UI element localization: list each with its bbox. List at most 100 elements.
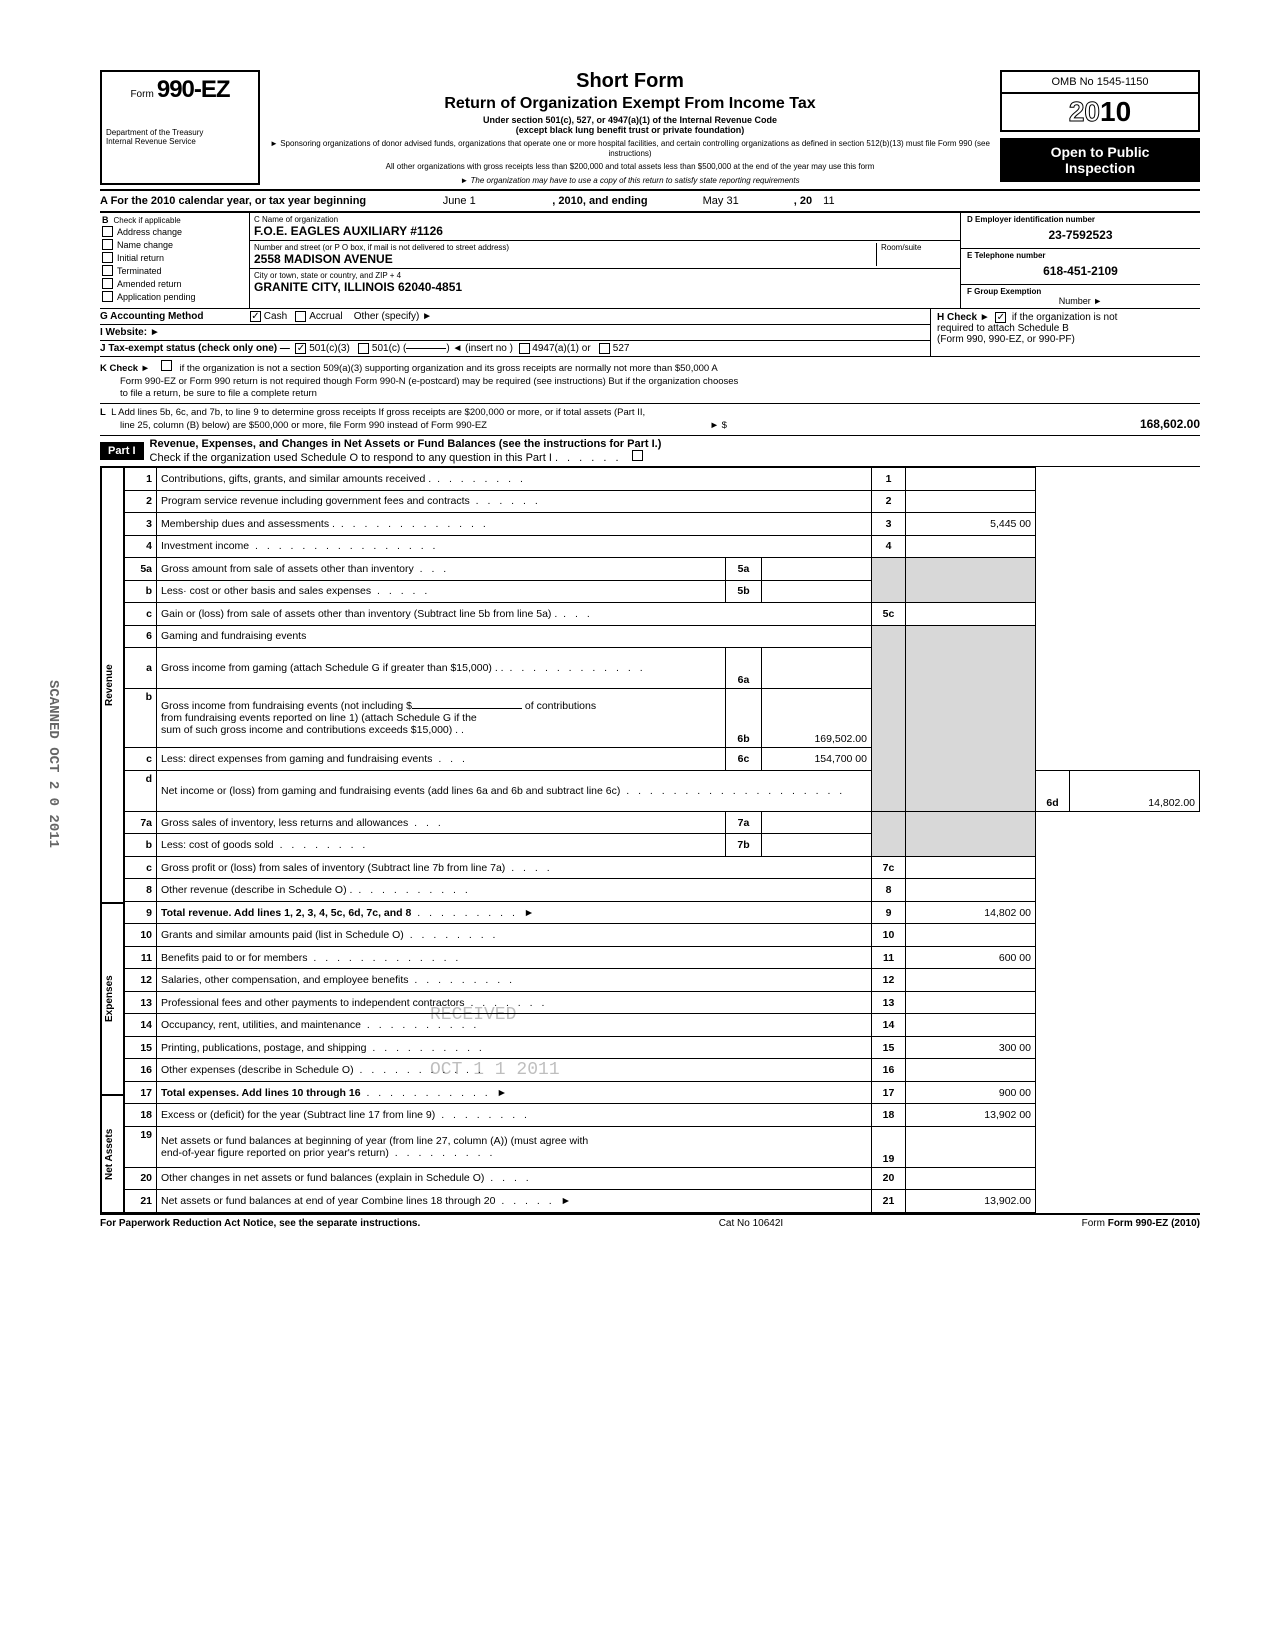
row-a-text: A For the 2010 calendar year, or tax yea… [100, 195, 366, 207]
lines-table: 1Contributions, gifts, grants, and simil… [124, 467, 1200, 1213]
accrual-label: Accrual [309, 311, 342, 322]
cb-accrual[interactable] [295, 311, 306, 322]
i-website-label: I Website: ► [100, 327, 160, 338]
h-text2: if the organization is not [1012, 312, 1118, 323]
sidebar-netassets: Net Assets [100, 1095, 124, 1213]
table-row: 3Membership dues and assessments . . . .… [125, 513, 1200, 536]
cb-initial-return[interactable] [102, 252, 113, 263]
l-arrow: ► $ [710, 420, 727, 431]
title-short-form: Short Form [268, 70, 992, 93]
table-row: 21Net assets or fund balances at end of … [125, 1190, 1200, 1213]
form-number-box: Form 990-EZ Department of the Treasury I… [100, 70, 260, 185]
table-row: 6Gaming and fundraising events [125, 625, 1200, 648]
tax-year-begin: June 1 [369, 195, 549, 207]
cb-address-change[interactable] [102, 226, 113, 237]
cb-501c3[interactable] [295, 343, 306, 354]
table-row: bLess: cost of goods sold . . . . . . . … [125, 834, 1200, 857]
part-i-title: Revenue, Expenses, and Changes in Net As… [150, 438, 662, 450]
h-text3: required to attach Schedule B [937, 323, 1069, 334]
f-group-label: F Group Exemption [967, 287, 1194, 296]
footer-mid: Cat No 10642I [719, 1218, 784, 1229]
j-527: 527 [613, 343, 630, 354]
row-a-year-prefix: , 20 [794, 195, 812, 207]
k-text2: Form 990-EZ or Form 990 return is not re… [120, 376, 738, 387]
c-name-label: C Name of organization [254, 215, 956, 224]
cb-terminated[interactable] [102, 265, 113, 276]
form-number: 990-EZ [157, 76, 230, 103]
row-l: L L Add lines 5b, 6c, and 7b, to line 9 … [100, 404, 1200, 436]
k-label: K Check ► [100, 363, 150, 374]
table-row: 4Investment income . . . . . . . . . . .… [125, 535, 1200, 558]
table-row: 14Occupancy, rent, utilities, and mainte… [125, 1014, 1200, 1037]
part-i-label: Part I [100, 442, 144, 460]
cb-schedule-o[interactable] [632, 450, 643, 461]
form-header: Form 990-EZ Department of the Treasury I… [100, 70, 1200, 191]
table-row: bLess· cost or other basis and sales exp… [125, 580, 1200, 603]
f-number-label: Number ► [1059, 296, 1102, 306]
j-501c3: 501(c)(3) [309, 343, 350, 354]
j-4947: 4947(a)(1) or [532, 343, 590, 354]
row-a: A For the 2010 calendar year, or tax yea… [100, 191, 1200, 213]
footer: For Paperwork Reduction Act Notice, see … [100, 1215, 1200, 1229]
cb-schedule-b[interactable] [995, 312, 1006, 323]
part-i-header: Part I Revenue, Expenses, and Changes in… [100, 436, 1200, 467]
form-title-col: Short Form Return of Organization Exempt… [260, 70, 1000, 185]
title-return: Return of Organization Exempt From Incom… [268, 95, 992, 113]
footer-right: Form 990-EZ (2010) [1108, 1218, 1200, 1229]
instr-sponsoring: ► Sponsoring organizations of donor advi… [268, 139, 992, 158]
table-row: cGain or (loss) from sale of assets othe… [125, 603, 1200, 626]
omb-year-col: OMB No 1545-1150 2010 Open to Public Ins… [1000, 70, 1200, 185]
cb-row-k[interactable] [161, 360, 172, 371]
table-row: cLess: direct expenses from gaming and f… [125, 748, 1200, 771]
cb-initial-return-label: Initial return [117, 253, 164, 263]
table-row: 16Other expenses (describe in Schedule O… [125, 1059, 1200, 1082]
table-row: 11Benefits paid to or for members . . . … [125, 946, 1200, 969]
l-text2: line 25, column (B) below) are $500,000 … [120, 420, 487, 431]
table-row: 20Other changes in net assets or fund ba… [125, 1167, 1200, 1190]
cb-address-change-label: Address change [117, 227, 182, 237]
sidebar-expenses: Expenses [100, 903, 124, 1095]
g-label: G Accounting Method [100, 311, 250, 322]
open-to-public: Open to Public [1004, 144, 1196, 160]
k-text1: if the organization is not a section 509… [180, 363, 718, 374]
dept-irs: Internal Revenue Service [106, 137, 254, 146]
cb-application-pending[interactable] [102, 291, 113, 302]
j-501c: 501(c) ( [372, 343, 406, 354]
h-label: H Check ► [937, 312, 990, 323]
table-row: 5aGross amount from sale of assets other… [125, 558, 1200, 581]
inspection: Inspection [1004, 160, 1196, 176]
row-a-year-suffix: 11 [823, 195, 834, 207]
b-label-text: Check if applicable [114, 216, 181, 225]
footer-right-form: Form [1082, 1218, 1108, 1229]
h-text4: (Form 990, 990-EZ, or 990-PF) [937, 334, 1075, 345]
table-row: 12Salaries, other compensation, and empl… [125, 969, 1200, 992]
cb-amended-label: Amended return [117, 279, 182, 289]
cb-501c[interactable] [358, 343, 369, 354]
cb-527[interactable] [599, 343, 610, 354]
sidebar-revenue: Revenue [100, 467, 124, 903]
org-name: F.O.E. EAGLES AUXILIARY #1126 [254, 224, 956, 238]
k-text3: to file a return, be sure to file a comp… [120, 388, 317, 399]
instr-copy: ► The organization may have to use a cop… [268, 176, 992, 186]
dept-treasury: Department of the Treasury [106, 128, 254, 137]
cb-cash[interactable] [250, 311, 261, 322]
cb-name-change[interactable] [102, 239, 113, 250]
l-text1: L Add lines 5b, 6c, and 7b, to line 9 to… [111, 407, 645, 418]
form-label: Form [130, 89, 153, 100]
c-city-label: City or town, state or country, and ZIP … [254, 271, 956, 280]
table-row: 1Contributions, gifts, grants, and simil… [125, 468, 1200, 491]
table-row: 13Professional fees and other payments t… [125, 991, 1200, 1014]
open-inspection-box: Open to Public Inspection [1000, 138, 1200, 182]
table-row: cGross profit or (loss) from sales of in… [125, 856, 1200, 879]
footer-left: For Paperwork Reduction Act Notice, see … [100, 1218, 420, 1229]
e-tel-value: 618-451-2109 [967, 260, 1194, 282]
col-b-checkboxes: B Check if applicable Address change Nam… [100, 213, 250, 308]
cb-amended[interactable] [102, 278, 113, 289]
cb-4947[interactable] [519, 343, 530, 354]
instr-other-orgs: All other organizations with gross recei… [268, 162, 992, 172]
table-row: 9Total revenue. Add lines 1, 2, 3, 4, 5c… [125, 901, 1200, 924]
table-row: 7aGross sales of inventory, less returns… [125, 811, 1200, 834]
other-specify: Other (specify) ► [354, 311, 432, 322]
table-row: 19Net assets or fund balances at beginni… [125, 1126, 1200, 1167]
col-d-e-f: D Employer identification number 23-7592… [960, 213, 1200, 308]
